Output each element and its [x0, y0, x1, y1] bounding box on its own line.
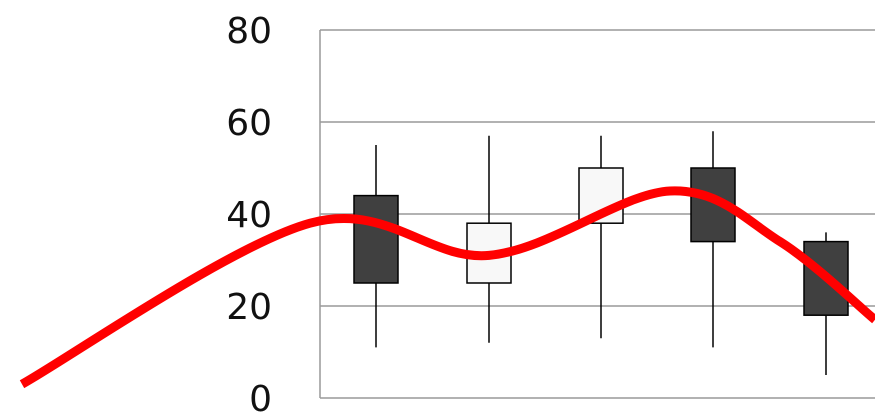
y-tick-label: 60	[226, 103, 272, 144]
candle	[804, 232, 848, 375]
y-tick-label: 20	[226, 287, 272, 328]
candle-body	[354, 196, 398, 283]
candle	[579, 136, 623, 338]
candle	[354, 145, 398, 347]
y-tick-label: 0	[249, 379, 272, 418]
y-tick-label: 80	[226, 11, 272, 52]
candle	[467, 136, 511, 343]
trend-line	[22, 191, 875, 384]
y-tick-label: 40	[226, 195, 272, 236]
candles	[354, 131, 848, 375]
y-axis-ticks: 0 20 40 60 80	[226, 11, 272, 418]
trend-line-layer	[22, 191, 875, 384]
candle	[691, 131, 735, 347]
